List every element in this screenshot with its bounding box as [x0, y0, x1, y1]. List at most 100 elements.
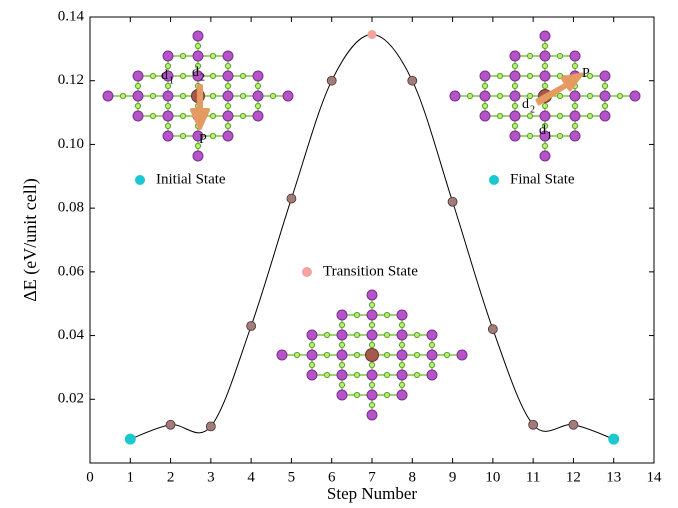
atom	[383, 351, 391, 359]
atom	[132, 70, 144, 82]
atom	[481, 102, 489, 110]
atom	[569, 130, 581, 142]
inset-label: P	[199, 132, 207, 147]
annotation-dot	[489, 175, 499, 185]
y-tick-label: 0.08	[58, 200, 84, 216]
atom	[511, 62, 519, 70]
point	[367, 30, 377, 40]
structure-insets	[102, 30, 641, 421]
atom	[541, 62, 549, 70]
atom	[396, 309, 408, 321]
annotation: Final State	[510, 171, 575, 187]
atom	[102, 90, 114, 102]
atom	[556, 92, 564, 100]
atom	[396, 369, 408, 381]
atom	[509, 70, 521, 82]
atom	[254, 102, 262, 110]
atom	[571, 122, 579, 130]
atom	[119, 92, 127, 100]
atom	[541, 42, 549, 50]
atom	[224, 102, 232, 110]
atom	[539, 30, 551, 42]
atom	[162, 90, 174, 102]
atom	[599, 70, 611, 82]
atom	[428, 341, 436, 349]
atom	[162, 130, 174, 142]
atom	[426, 349, 438, 361]
atom	[239, 112, 247, 120]
atom	[194, 62, 202, 70]
atom	[496, 112, 504, 120]
atom	[629, 90, 641, 102]
atom	[601, 102, 609, 110]
atom	[511, 82, 519, 90]
atom	[222, 50, 234, 62]
point	[326, 75, 337, 86]
atom	[509, 130, 521, 142]
atom	[179, 72, 187, 80]
atom	[586, 112, 594, 120]
inset-label: 1	[547, 130, 552, 141]
atom	[306, 349, 318, 361]
point	[246, 321, 257, 331]
inset-label: d	[161, 68, 168, 83]
y-tick-label: 0.14	[58, 8, 85, 24]
point	[568, 419, 579, 430]
atom	[209, 92, 217, 100]
atom	[209, 132, 217, 140]
atom	[368, 301, 376, 309]
x-tick-label: 14	[647, 469, 663, 485]
x-tick-label: 12	[566, 469, 581, 485]
atom	[336, 389, 348, 401]
x-tick-label: 13	[606, 469, 621, 485]
atom	[413, 371, 421, 379]
atom	[134, 82, 142, 90]
atom	[511, 102, 519, 110]
x-axis-label: Step Number	[327, 484, 418, 503]
atom	[353, 311, 361, 319]
atom	[601, 82, 609, 90]
atom	[308, 361, 316, 369]
y-axis-label: ΔE (eV/unit cell)	[20, 178, 41, 302]
atom	[164, 82, 172, 90]
atom	[396, 329, 408, 341]
atom	[209, 112, 217, 120]
atom	[365, 348, 379, 362]
atom	[306, 329, 318, 341]
atom	[368, 361, 376, 369]
arrow	[190, 84, 210, 130]
atom	[368, 321, 376, 329]
x-tick-label: 8	[409, 469, 417, 485]
x-tick-label: 4	[247, 469, 255, 485]
y-tick-label: 0.02	[58, 391, 84, 407]
atom	[569, 110, 581, 122]
y-tick-label: 0.04	[58, 327, 85, 343]
point	[528, 419, 539, 430]
atom	[541, 102, 549, 110]
atom	[162, 50, 174, 62]
atom	[192, 30, 204, 42]
annotation: Initial State	[156, 171, 226, 187]
atom	[526, 92, 534, 100]
x-tick-label: 9	[449, 469, 457, 485]
atom	[252, 110, 264, 122]
atom	[599, 90, 611, 102]
atom	[336, 309, 348, 321]
point	[447, 196, 458, 207]
atom	[398, 361, 406, 369]
x-tick-label: 1	[127, 469, 135, 485]
atom	[149, 112, 157, 120]
atom	[134, 102, 142, 110]
annotation-dot	[135, 175, 145, 185]
atom	[571, 62, 579, 70]
atom	[338, 361, 346, 369]
atom	[511, 122, 519, 130]
atom	[526, 72, 534, 80]
atom	[149, 72, 157, 80]
atom	[293, 351, 301, 359]
atom	[616, 92, 624, 100]
x-tick-label: 5	[288, 469, 296, 485]
arrow	[535, 72, 584, 106]
atom	[481, 82, 489, 90]
atom	[192, 50, 204, 62]
